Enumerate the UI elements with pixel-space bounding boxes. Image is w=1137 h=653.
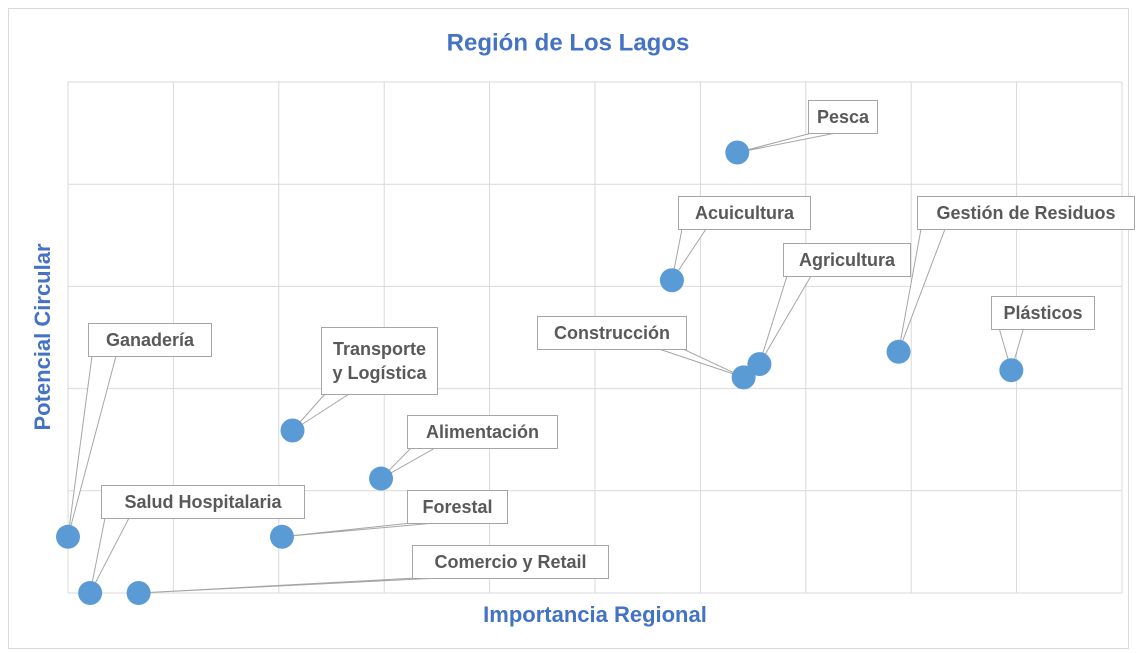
point — [280, 418, 305, 443]
point — [731, 365, 756, 390]
point — [369, 466, 394, 491]
point — [747, 352, 772, 377]
data-label: Ganadería — [88, 323, 212, 357]
data-label: Salud Hospitalaria — [101, 485, 305, 519]
point — [56, 524, 80, 549]
data-label: Acuicultura — [678, 196, 811, 230]
point — [659, 268, 684, 293]
y-axis-title: Potencial Circular — [30, 243, 55, 431]
point — [999, 358, 1024, 383]
point — [725, 140, 750, 165]
data-label: Plásticos — [991, 296, 1095, 330]
chart-title: Región de Los Lagos — [447, 29, 690, 56]
data-label: Comercio y Retail — [412, 545, 609, 579]
data-label: Alimentación — [407, 415, 558, 449]
point — [78, 581, 103, 605]
data-label: Agricultura — [783, 243, 911, 277]
data-label: Construcción — [537, 316, 687, 350]
data-label: Pesca — [808, 100, 878, 134]
data-label: Gestión de Residuos — [917, 196, 1135, 230]
data-label: Transporte y Logística — [321, 327, 438, 395]
point — [269, 524, 294, 549]
point — [886, 339, 911, 364]
data-label: Forestal — [407, 490, 508, 524]
x-axis-title: Importancia Regional — [483, 602, 707, 627]
point — [126, 581, 151, 605]
